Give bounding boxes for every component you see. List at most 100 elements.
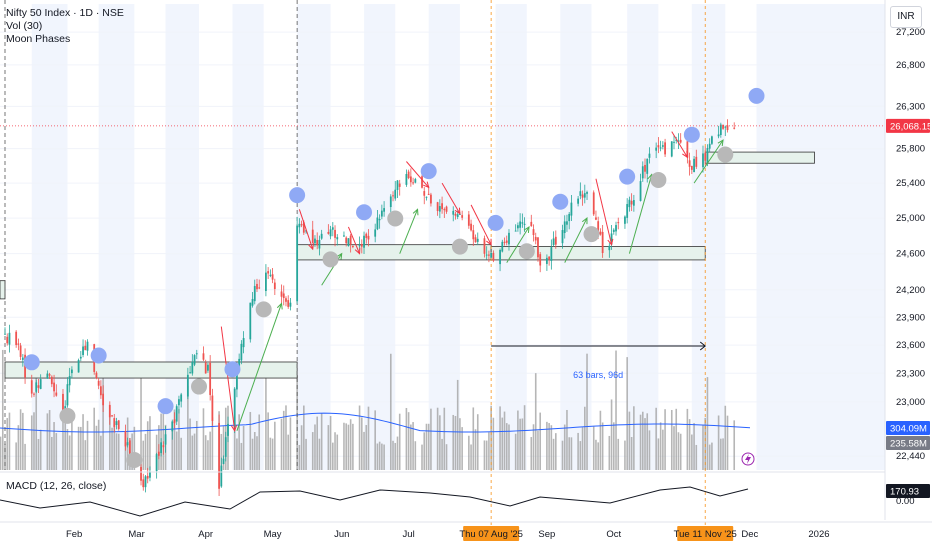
volume-bar xyxy=(628,411,631,470)
candle-body xyxy=(670,141,673,157)
volume-ma-badge: 304.09M xyxy=(886,421,930,435)
candle-body xyxy=(149,471,151,478)
candle-body xyxy=(211,395,214,422)
candle-body xyxy=(586,192,588,194)
volume-indicator-label[interactable]: Vol (30) xyxy=(6,20,43,32)
volume-bar xyxy=(490,405,492,470)
candle-body xyxy=(282,293,285,298)
candle-body xyxy=(258,287,261,289)
candle-body xyxy=(99,386,102,396)
volume-bar xyxy=(133,426,136,470)
currency-button[interactable]: INR xyxy=(890,6,922,28)
down-trend-arrow-head xyxy=(354,247,361,255)
volume-bar xyxy=(376,443,379,470)
volume-bar xyxy=(316,416,318,470)
time-axis-tick-label: Feb xyxy=(66,529,82,540)
new-moon-marker xyxy=(255,301,272,318)
candle-body xyxy=(467,214,470,226)
price-axis-tick-label: 26,800 xyxy=(896,60,925,71)
volume-bar xyxy=(412,422,414,470)
macd-indicator-label[interactable]: MACD (12, 26, close) xyxy=(6,480,107,492)
moon-phases-indicator-label[interactable]: Moon Phases xyxy=(6,33,71,45)
volume-bar xyxy=(599,410,602,470)
candle-body xyxy=(71,369,73,374)
volume-bar xyxy=(597,442,599,470)
candle-body xyxy=(224,437,227,457)
volume-bar xyxy=(492,417,495,470)
volume-bar xyxy=(644,418,646,470)
volume-bar xyxy=(97,419,100,470)
new-moon-marker xyxy=(650,171,667,188)
candle-body xyxy=(441,203,443,210)
candle-body xyxy=(599,231,602,235)
volume-bar xyxy=(343,422,345,470)
candle-body xyxy=(675,139,678,141)
candle-body xyxy=(394,189,397,199)
up-trend-arrow-shaft xyxy=(628,174,653,254)
volume-bar xyxy=(517,410,519,470)
candle-body xyxy=(296,225,299,302)
candle-body xyxy=(630,200,633,205)
candle-body xyxy=(661,145,664,147)
volume-bar xyxy=(398,413,401,470)
candle-body xyxy=(15,331,18,345)
down-trend-arrow xyxy=(671,131,688,159)
full-moon-marker xyxy=(157,398,174,415)
candle-body xyxy=(365,233,368,238)
candle-body xyxy=(253,286,256,302)
price-axis-tick-label: 24,200 xyxy=(896,285,925,296)
volume-bar xyxy=(173,409,176,470)
volume-bar xyxy=(561,440,564,470)
last-price-badge: 26,068.15 xyxy=(886,118,932,133)
candle-body xyxy=(269,274,272,276)
candle-body xyxy=(677,140,680,142)
time-axis-tick-label: Oct xyxy=(606,529,621,540)
candle-body xyxy=(456,214,459,218)
candle-body xyxy=(280,291,283,297)
candle-body xyxy=(445,206,448,212)
candle-body xyxy=(726,125,729,131)
candle-body xyxy=(46,373,49,379)
candle-body xyxy=(476,238,479,242)
price-axis-tick-label: 25,000 xyxy=(896,213,925,224)
candle-body xyxy=(77,360,80,373)
candle-body xyxy=(155,454,158,472)
volume-bar xyxy=(659,422,662,470)
volume-bar xyxy=(655,407,657,470)
volume-bar xyxy=(414,441,417,470)
candle-body xyxy=(655,147,658,151)
volume-bar xyxy=(468,435,470,470)
candle-body xyxy=(412,182,414,184)
candle-body xyxy=(273,282,276,289)
candle-body xyxy=(405,173,408,185)
volume-bar xyxy=(240,442,243,470)
up-trend-arrow xyxy=(506,225,530,263)
up-trend-arrow-head xyxy=(336,252,343,260)
up-trend-arrow-shaft xyxy=(693,139,724,184)
volume-bar xyxy=(720,438,722,470)
volume-bar xyxy=(175,431,178,470)
up-trend-arrow-head xyxy=(523,225,530,233)
candle-body xyxy=(50,376,53,385)
candle-body xyxy=(523,223,526,225)
volume-bar xyxy=(693,423,695,470)
new-moon-marker xyxy=(717,146,734,163)
volume-bar xyxy=(211,417,214,470)
candle-body xyxy=(236,365,238,390)
down-trend-arrow-head xyxy=(308,243,314,251)
volume-bar xyxy=(220,433,223,470)
volume-bar xyxy=(579,441,582,470)
full-moon-marker xyxy=(748,87,765,104)
symbol-title[interactable]: Nifty 50 Index · 1D · NSE xyxy=(6,7,124,19)
candle-body xyxy=(719,124,722,135)
candle-body xyxy=(233,388,236,427)
candle-body xyxy=(39,379,42,389)
up-trend-arrow-head xyxy=(717,139,724,147)
volume-bar xyxy=(610,399,613,470)
volume-bar xyxy=(474,429,477,470)
volume-bar xyxy=(204,435,207,470)
new-moon-marker xyxy=(518,243,535,260)
lightning-icon[interactable] xyxy=(741,452,755,466)
candle-body xyxy=(690,165,693,170)
